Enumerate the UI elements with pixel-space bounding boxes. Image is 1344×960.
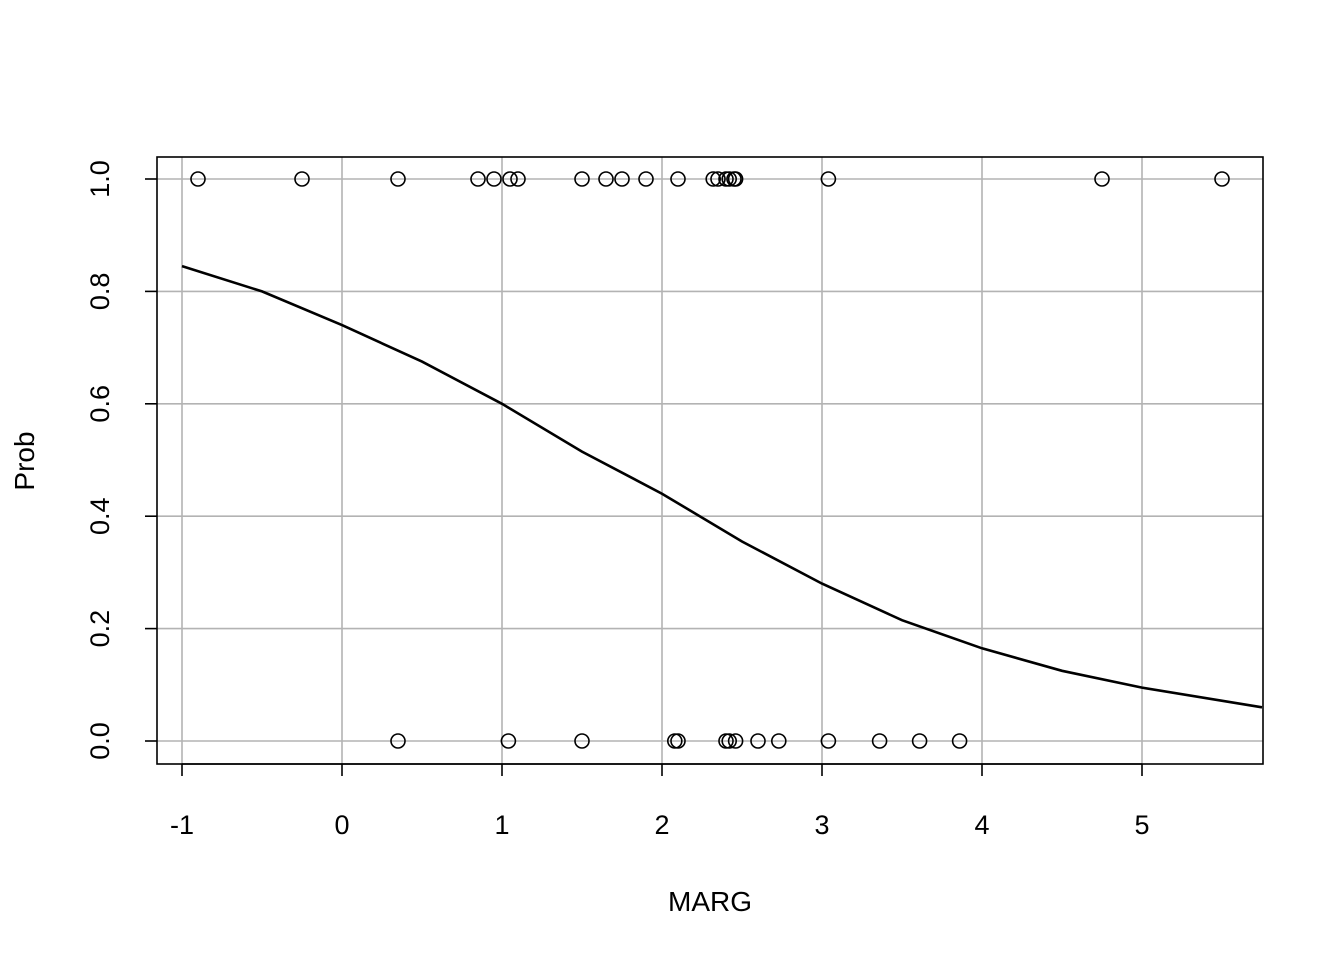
points-layer [190, 171, 1230, 749]
data-point [470, 171, 486, 187]
data-point [670, 171, 686, 187]
data-point [727, 733, 744, 749]
data-point [390, 733, 406, 749]
data-point [770, 733, 787, 749]
data-point [638, 171, 654, 187]
data-point [911, 733, 928, 749]
data-point [670, 733, 686, 749]
y-axis-title: Prob [9, 431, 40, 490]
data-point [390, 171, 406, 187]
data-point [710, 171, 726, 187]
data-point [294, 171, 310, 187]
data-point [705, 171, 722, 187]
data-point [750, 733, 766, 749]
data-point [951, 733, 968, 749]
data-point [574, 733, 590, 749]
x-tick-label: 4 [974, 810, 989, 840]
data-point [510, 171, 526, 187]
y-axis: 0.0 0.2 0.4 0.6 0.8 1.0 [85, 160, 157, 760]
x-tick-label: 1 [494, 810, 509, 840]
data-point [502, 171, 518, 187]
data-point [500, 733, 517, 749]
fitted-curve-line [181, 264, 1263, 709]
data-point [486, 171, 502, 187]
y-tick-label: 0.4 [85, 497, 115, 535]
x-axis: -1 0 1 2 3 4 5 [170, 763, 1150, 840]
data-point [820, 171, 837, 187]
data-point [190, 171, 206, 187]
x-tick-label: 5 [1134, 810, 1149, 840]
data-point [721, 171, 738, 187]
x-tick-label: 2 [654, 810, 669, 840]
data-point [727, 171, 744, 187]
data-point [574, 171, 590, 187]
data-point [871, 733, 888, 749]
data-point [614, 171, 630, 187]
x-tick-label: 0 [334, 810, 349, 840]
data-point [721, 733, 738, 749]
data-point [1094, 171, 1110, 187]
data-point [820, 733, 837, 749]
y-tick-label: 0.0 [85, 722, 115, 760]
x-tick-label: -1 [170, 810, 194, 840]
data-point [598, 171, 614, 187]
x-axis-title: MARG [668, 886, 752, 917]
grid [157, 157, 1263, 764]
plot-frame [156, 156, 1264, 765]
y-tick-label: 1.0 [85, 160, 115, 198]
fitted-curve-layer [181, 264, 1263, 709]
y-tick-label: 0.6 [85, 385, 115, 423]
data-point [1214, 171, 1230, 187]
x-tick-label: 3 [814, 810, 829, 840]
y-tick-label: 0.8 [85, 273, 115, 311]
y-tick-label: 0.2 [85, 610, 115, 648]
